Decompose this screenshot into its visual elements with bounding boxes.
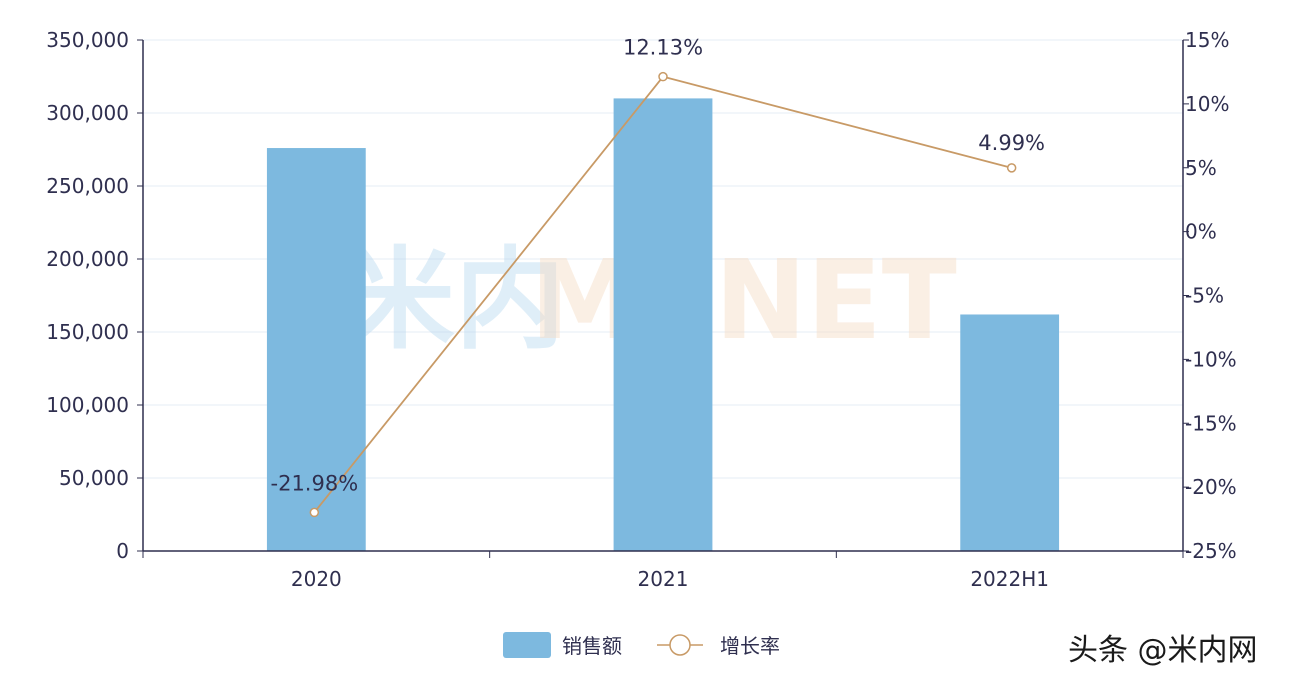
y-left-tick-label: 200,000 [46,247,129,271]
y-left-tick-label: 150,000 [46,320,129,344]
bar-sales[interactable] [613,98,713,552]
y-right-tick-label: -25% [1185,539,1237,563]
watermark-en: MENET [530,236,957,364]
y-right-tick-label: 10% [1185,92,1229,116]
data-label-growth: 12.13% [623,36,703,60]
y-right-tick-label: -15% [1185,411,1237,435]
x-tick-label: 2022H1 [970,567,1049,591]
legend: 销售额 增长率 [503,632,780,658]
y-right-tick-label: -5% [1185,284,1224,308]
legend-label-growth: 增长率 [720,634,780,658]
legend-swatch-growth-marker [669,634,691,656]
line-series [309,71,1017,518]
y-right-tick-label: -10% [1185,347,1237,371]
y-right-tick-label: 0% [1185,220,1217,244]
line-point-growth[interactable] [309,507,320,518]
y-right-tick-label: 15% [1185,28,1229,52]
credit-text: 头条 @米内网 [1068,633,1258,668]
y-left-tick-label: 100,000 [46,393,129,417]
bar-sales[interactable] [266,148,366,552]
bar-series [266,98,1060,552]
legend-swatch-sales [503,632,551,658]
x-tick-label: 2021 [638,567,689,591]
watermark: 米内 MENET [345,236,957,364]
y-left-tick-label: 350,000 [46,28,129,52]
line-point-growth[interactable] [658,71,668,82]
y-left-tick-label: 250,000 [46,174,129,198]
axes: 0 50,000 100,000 150,000 200,000 250,000 300,0… [46,28,1236,591]
y-left-tick-label: 0 [116,539,129,563]
y-right-tick-label: -20% [1185,475,1237,499]
data-labels: -21.98% 12.13% 4.99% [271,36,1046,496]
x-tick-label: 2020 [291,567,342,591]
line-point-growth[interactable] [1006,163,1017,173]
bar-sales[interactable] [960,314,1060,551]
y-left-tick-label: 50,000 [59,466,129,490]
data-label-growth: -21.98% [271,471,359,495]
legend-label-sales: 销售额 [562,634,622,658]
data-label-growth: 4.99% [978,131,1045,155]
y-right-tick-label: 5% [1185,156,1217,180]
watermark-cn: 米内 [345,236,565,364]
y-left-tick-label: 300,000 [46,101,129,125]
